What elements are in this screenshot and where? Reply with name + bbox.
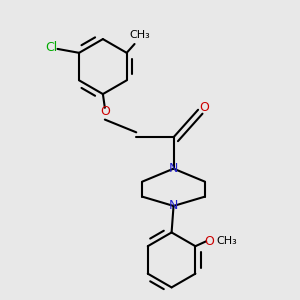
- Text: O: O: [204, 235, 214, 248]
- Text: O: O: [199, 101, 209, 114]
- Text: N: N: [169, 200, 178, 212]
- Text: O: O: [100, 105, 110, 118]
- Text: CH₃: CH₃: [129, 30, 150, 40]
- Text: N: N: [169, 162, 178, 175]
- Text: Cl: Cl: [46, 41, 58, 54]
- Text: CH₃: CH₃: [216, 236, 237, 246]
